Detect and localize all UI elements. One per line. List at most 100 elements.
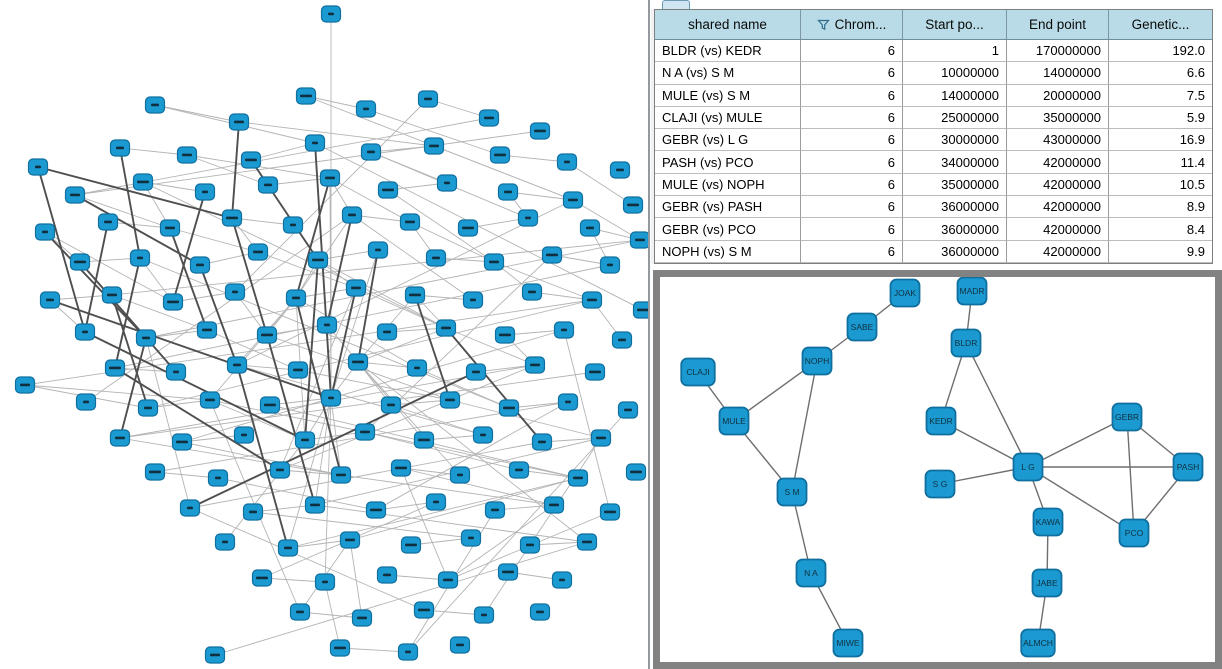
network-node[interactable] [165,363,187,381]
column-header-start-position[interactable]: Start po... [903,10,1007,40]
table-cell[interactable]: 42000000 [1007,173,1109,197]
network-node[interactable] [285,289,307,307]
network-node[interactable] [228,113,250,131]
network-node[interactable] [259,396,281,414]
table-row[interactable]: GEBR (vs) L G 6 30000000 43000000 16.9 [655,129,1212,152]
network-node[interactable] [159,219,181,237]
network-node[interactable] [240,151,262,169]
network-node[interactable] [529,603,551,621]
table-cell[interactable]: 42000000 [1007,218,1109,241]
network-node[interactable] [304,496,326,514]
table-cell[interactable]: 36000000 [903,196,1007,219]
network-node[interactable] [242,503,264,521]
network-node[interactable] [462,291,484,309]
network-node[interactable] [269,461,291,479]
network-node[interactable] [629,231,649,249]
table-cell[interactable]: 36000000 [903,240,1007,263]
network-node[interactable] [625,463,647,481]
node-kedr[interactable]: KEDR [925,406,957,436]
network-node[interactable] [439,391,461,409]
network-node[interactable] [34,223,56,241]
table-cell[interactable]: 6.6 [1109,62,1212,85]
table-cell[interactable]: 35000000 [903,173,1007,197]
table-row[interactable]: NOPH (vs) S M 6 36000000 42000000 9.9 [655,240,1212,263]
table-cell[interactable]: BLDR (vs) KEDR [655,40,801,63]
network-node[interactable] [351,609,373,627]
table-cell[interactable]: 6 [801,240,903,263]
network-node[interactable] [376,566,398,584]
network-node[interactable] [397,643,419,661]
table-cell[interactable]: 42000000 [1007,196,1109,219]
table-row[interactable]: PASH (vs) PCO 6 34000000 42000000 11.4 [655,151,1212,174]
table-cell[interactable]: MULE (vs) NOPH [655,173,801,197]
network-node[interactable] [132,173,154,191]
network-node[interactable] [316,316,338,334]
network-node[interactable] [413,601,435,619]
network-edge[interactable] [1126,416,1135,534]
network-node[interactable] [104,359,126,377]
network-node[interactable] [233,426,255,444]
network-node[interactable] [390,459,412,477]
network-node[interactable] [345,279,367,297]
table-row[interactable]: CLAJI (vs) MULE 6 25000000 35000000 5.9 [655,106,1212,130]
network-node[interactable] [137,399,159,417]
table-cell[interactable]: 6 [801,218,903,241]
table-cell[interactable]: GEBR (vs) PCO [655,218,801,241]
table-cell[interactable]: 1 [903,40,1007,63]
network-node[interactable] [399,213,421,231]
node-almch[interactable]: ALMCH [1020,628,1056,658]
network-node[interactable] [581,291,603,309]
network-node[interactable] [14,376,36,394]
node-madr[interactable]: MADR [956,277,988,306]
network-node[interactable] [576,533,598,551]
network-node[interactable] [196,321,218,339]
node-jabe[interactable]: JABE [1031,568,1063,598]
network-canvas-overview[interactable] [0,0,648,669]
network-node[interactable] [449,466,471,484]
network-node[interactable] [517,209,539,227]
network-node[interactable] [330,466,352,484]
node-kawa[interactable]: KAWA [1032,507,1064,537]
node-l-g[interactable]: L G [1012,452,1044,482]
network-node[interactable] [101,286,123,304]
table-row[interactable]: BLDR (vs) KEDR 6 1 170000000 192.0 [655,40,1212,63]
filter-icon[interactable] [816,19,830,31]
network-node[interactable] [579,219,601,237]
network-node[interactable] [257,176,279,194]
network-node[interactable] [553,321,575,339]
network-node[interactable] [97,213,119,231]
network-node[interactable] [294,431,316,449]
network-node[interactable] [497,563,519,581]
network-node[interactable] [590,429,612,447]
network-node[interactable] [460,529,482,547]
table-cell[interactable]: 192.0 [1109,40,1212,63]
table-cell[interactable]: 6 [801,40,903,63]
network-node[interactable] [632,301,649,319]
table-cell[interactable]: GEBR (vs) PASH [655,196,801,219]
table-cell[interactable]: 170000000 [1007,40,1109,63]
network-node[interactable] [289,603,311,621]
node-s-m[interactable]: S M [776,477,808,507]
table-cell[interactable]: 9.9 [1109,241,1212,263]
network-node[interactable] [354,423,376,441]
table-cell[interactable]: 6 [801,106,903,130]
network-node[interactable] [413,431,435,449]
column-header-chromosome[interactable]: Chrom... [801,10,903,40]
network-node[interactable] [622,196,644,214]
network-node[interactable] [314,573,336,591]
network-node[interactable] [27,158,49,176]
network-node[interactable] [557,393,579,411]
network-node[interactable] [404,286,426,304]
network-node[interactable] [277,539,299,557]
network-node[interactable] [449,636,471,654]
table-cell[interactable]: 20000000 [1007,84,1109,107]
network-node[interactable] [329,639,351,657]
table-cell[interactable]: 8.9 [1109,196,1212,219]
network-node[interactable] [247,243,269,261]
table-cell[interactable]: GEBR (vs) L G [655,129,801,152]
table-panel-tab[interactable] [662,0,690,9]
table-cell[interactable]: 6 [801,151,903,174]
network-node[interactable] [251,569,273,587]
node-sabe[interactable]: SABE [846,312,878,342]
table-cell[interactable]: 5.9 [1109,107,1212,130]
